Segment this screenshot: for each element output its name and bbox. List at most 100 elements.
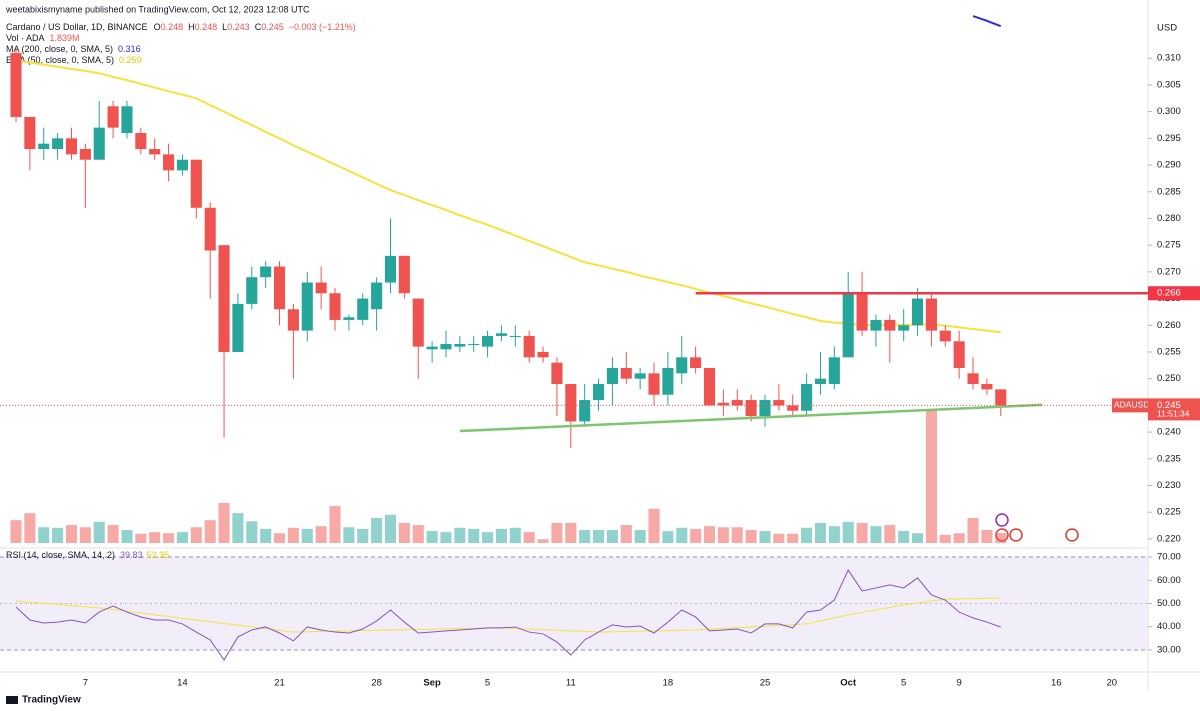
- volume-bar: [634, 529, 646, 543]
- ma-name: MA (200, close, 0, SMA, 5): [6, 44, 113, 54]
- candle-body: [371, 282, 383, 310]
- candle-body: [93, 127, 105, 160]
- volume-bar: [925, 409, 937, 543]
- candle-body: [801, 384, 813, 411]
- candle-body: [509, 335, 521, 337]
- volume-bar: [551, 522, 563, 543]
- y-tick-label: 0.250: [1157, 373, 1181, 384]
- volume-bar: [163, 533, 175, 543]
- y-tick-label: 0.305: [1157, 79, 1181, 90]
- volume-bar: [287, 527, 299, 543]
- candle-body: [468, 343, 480, 345]
- candle-body: [939, 330, 951, 342]
- candle-body: [121, 106, 133, 133]
- candle-body: [301, 282, 313, 331]
- candle-body: [634, 373, 646, 379]
- rsi-tick-label: 40.00: [1157, 621, 1181, 632]
- countdown-label: 11:51:34: [1157, 409, 1190, 419]
- candle-body: [343, 317, 355, 320]
- volume-bar: [371, 518, 383, 543]
- candle-body: [773, 400, 785, 406]
- volume-bar: [426, 531, 438, 543]
- rsi-value: 39.83: [120, 550, 143, 560]
- symbol-legend: Cardano / US Dollar, 1D, BINANCE O0.248 H0…: [6, 22, 356, 32]
- volume-bar: [232, 513, 244, 543]
- candle-body: [357, 298, 369, 320]
- volume-bar: [884, 525, 896, 543]
- volume-bar: [565, 522, 577, 543]
- candle-body: [412, 298, 424, 347]
- x-tick-label: 14: [177, 678, 188, 689]
- symbol: Cardano / US Dollar, 1D, BINANCE: [6, 22, 148, 32]
- volume-bar: [24, 513, 36, 543]
- candle-body: [745, 400, 757, 417]
- volume-bar: [273, 533, 286, 543]
- volume-bar: [495, 528, 508, 543]
- ema-name: EMA (50, close, 0, SMA, 5): [6, 55, 114, 65]
- flag-icon[interactable]: [1009, 528, 1023, 542]
- x-tick-label: 9: [957, 678, 962, 689]
- candle-body: [315, 282, 327, 294]
- candle-body: [24, 116, 36, 150]
- volume-bar: [676, 527, 688, 543]
- candle-body: [856, 293, 868, 331]
- y-tick-label: 0.220: [1157, 533, 1181, 544]
- candle-body: [287, 309, 299, 331]
- y-tick-label: 0.235: [1157, 453, 1181, 464]
- candle-body: [190, 159, 202, 208]
- rsi-line: [15, 569, 1001, 661]
- flag-icon[interactable]: [1065, 528, 1079, 542]
- y-tick-label: 0.280: [1157, 213, 1181, 224]
- event-icon[interactable]: [995, 513, 1009, 527]
- candle-body: [537, 351, 549, 358]
- published-note: weetabixismyname published on TradingVie…: [5, 4, 310, 14]
- change: −0.003 (−1.21%): [289, 22, 356, 32]
- logo-mark: [6, 696, 18, 704]
- candle-body: [759, 400, 771, 417]
- candle-body: [814, 378, 827, 385]
- rsi-tick-label: 70.00: [1157, 552, 1181, 563]
- candle-body: [65, 138, 78, 155]
- candle-body: [204, 207, 216, 251]
- volume-bar: [315, 526, 327, 543]
- ohlc-key: C: [255, 22, 262, 32]
- volume-bar: [135, 533, 147, 543]
- candle-body: [717, 402, 729, 406]
- y-tick-label: 0.310: [1157, 53, 1181, 64]
- volume-bar: [301, 528, 313, 543]
- volume-bar: [107, 525, 119, 543]
- candle-body: [135, 132, 147, 150]
- volume-bar: [482, 532, 494, 543]
- candle-body: [731, 400, 743, 406]
- volume-bar: [939, 534, 951, 543]
- candle-body: [912, 298, 924, 326]
- candle-body: [620, 368, 632, 379]
- volume-bar: [967, 518, 979, 543]
- level-tag: [1148, 286, 1200, 301]
- logo-text: TradingView: [22, 695, 81, 706]
- candle-body: [551, 362, 563, 385]
- volume-bar: [357, 528, 369, 543]
- y-tick-label: 0.290: [1157, 160, 1181, 171]
- volume-bar: [579, 529, 591, 543]
- candle-body: [898, 325, 910, 331]
- under-layer: [0, 556, 1148, 651]
- candle-body: [149, 149, 161, 155]
- ema-line: [15, 59, 1001, 334]
- volume-bar: [537, 539, 549, 543]
- volume-bar: [329, 506, 341, 543]
- candle-body: [703, 368, 716, 406]
- x-tick-label: 28: [371, 678, 382, 689]
- candle-body: [232, 303, 244, 352]
- candle-body: [662, 368, 674, 395]
- volume-bar: [38, 527, 50, 543]
- volume-bar: [912, 533, 924, 543]
- ohlc-key: O: [154, 22, 161, 32]
- y-tick-label: 0.260: [1157, 320, 1181, 331]
- volume-value: 1.839M: [50, 33, 80, 43]
- candle-body: [52, 138, 64, 150]
- volume-bar: [828, 526, 840, 543]
- candle-body: [579, 400, 591, 422]
- volume-bar: [121, 529, 133, 543]
